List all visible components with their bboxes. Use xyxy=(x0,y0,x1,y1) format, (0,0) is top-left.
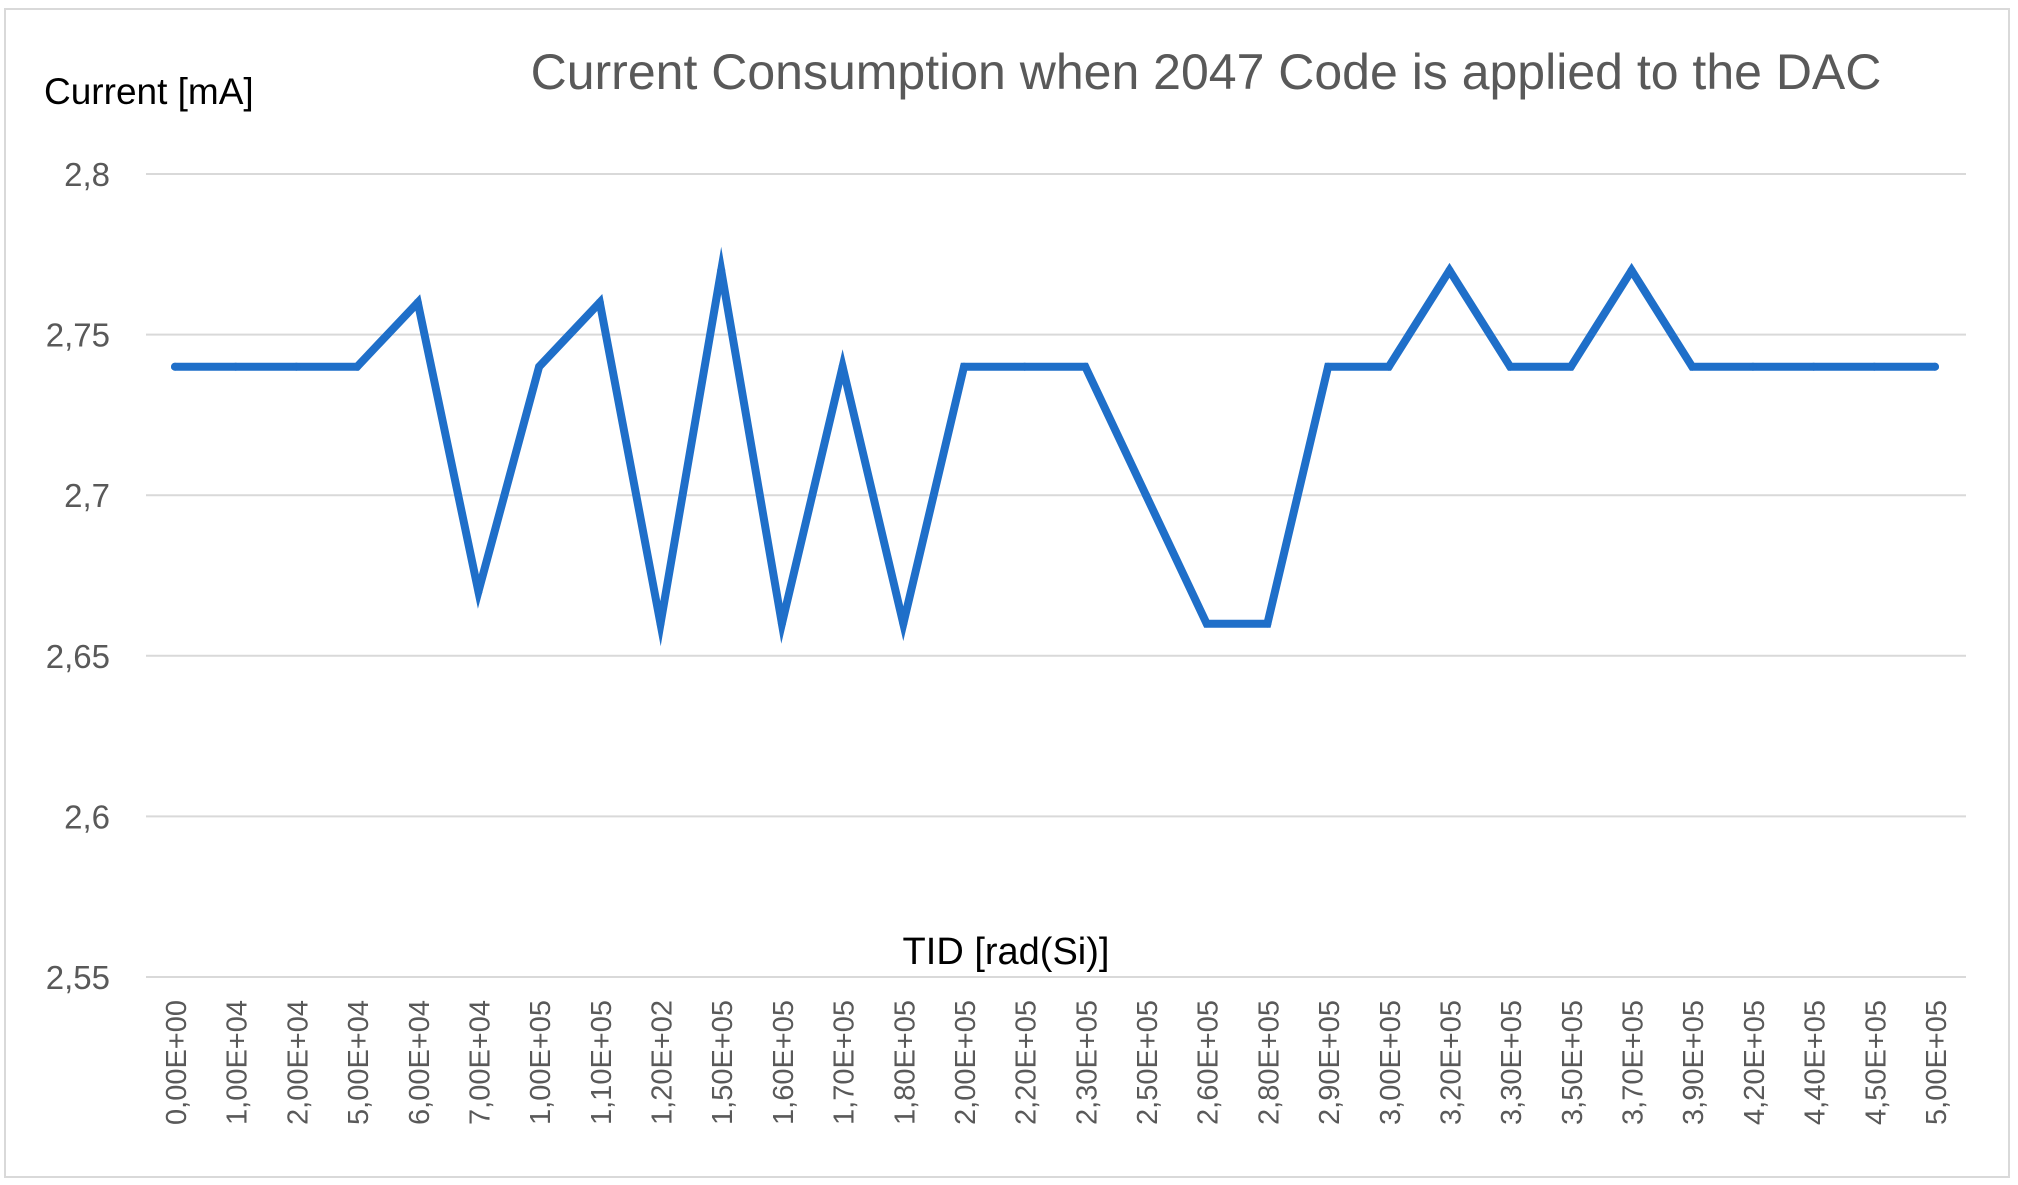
data-point xyxy=(231,362,240,371)
data-point xyxy=(535,362,544,371)
data-point xyxy=(1324,362,1333,371)
data-point xyxy=(1445,266,1454,275)
y-axis-tick-labels: 2,55 2,6 2,65 2,7 2,75 2,8 xyxy=(46,156,110,996)
x-tick-label: 4,20E+05 xyxy=(1739,1000,1771,1125)
data-point xyxy=(899,619,908,628)
line-chart: 2,55 2,6 2,65 2,7 2,75 2,8 0,00E+00 1,00E+04 2,… xyxy=(44,44,1966,1125)
x-tick-label: 4,50E+05 xyxy=(1860,1000,1892,1125)
data-point xyxy=(656,619,665,628)
data-point xyxy=(1263,619,1272,628)
data-point xyxy=(1931,362,1939,371)
data-point xyxy=(1566,362,1575,371)
data-point xyxy=(1020,362,1029,371)
x-tick-label: 1,60E+05 xyxy=(768,1000,800,1125)
x-tick-label: 1,80E+05 xyxy=(889,1000,921,1125)
data-point xyxy=(595,298,604,307)
y-tick-label: 2,75 xyxy=(46,317,110,354)
data-point xyxy=(171,362,179,371)
data-point xyxy=(1142,491,1151,500)
x-tick-label: 5,00E+05 xyxy=(1921,1000,1953,1125)
x-tick-label: 3,00E+05 xyxy=(1375,1000,1407,1125)
data-point xyxy=(353,362,362,371)
series-group xyxy=(171,246,1939,647)
x-tick-label: 7,00E+04 xyxy=(464,1000,496,1125)
data-point xyxy=(1748,362,1757,371)
x-tick-label: 3,30E+05 xyxy=(1496,1000,1528,1125)
x-tick-label: 2,60E+05 xyxy=(1193,1000,1225,1125)
data-point xyxy=(474,587,483,596)
x-tick-label: 1,00E+05 xyxy=(525,1000,557,1125)
data-point xyxy=(1870,362,1879,371)
x-tick-label: 1,00E+04 xyxy=(222,1000,254,1125)
x-tick-label: 1,70E+05 xyxy=(829,1000,861,1125)
data-point xyxy=(1384,362,1393,371)
data-point xyxy=(292,362,301,371)
x-tick-label: 3,70E+05 xyxy=(1618,1000,1650,1125)
y-tick-label: 2,8 xyxy=(64,156,110,193)
x-tick-label: 1,50E+05 xyxy=(707,1000,739,1125)
x-tick-label: 1,20E+02 xyxy=(647,1000,679,1125)
data-point xyxy=(1627,266,1636,275)
data-point xyxy=(717,266,726,275)
x-tick-label: 0,00E+00 xyxy=(161,1000,193,1125)
data-point xyxy=(1809,362,1818,371)
gridlines xyxy=(146,173,1966,978)
x-tick-label: 2,30E+05 xyxy=(1071,1000,1103,1125)
data-point xyxy=(1506,362,1515,371)
data-point xyxy=(1202,619,1211,628)
y-tick-label: 2,6 xyxy=(64,798,110,835)
x-tick-label: 2,90E+05 xyxy=(1314,1000,1346,1125)
data-point xyxy=(1688,362,1697,371)
x-tick-label: 2,20E+05 xyxy=(1011,1000,1043,1125)
x-tick-label: 6,00E+04 xyxy=(404,1000,436,1125)
y-tick-label: 2,7 xyxy=(64,477,110,514)
chart-frame: 2,55 2,6 2,65 2,7 2,75 2,8 0,00E+00 1,00E+04 2,… xyxy=(4,8,2010,1178)
x-tick-label: 2,00E+04 xyxy=(282,1000,314,1125)
x-tick-label: 1,10E+05 xyxy=(586,1000,618,1125)
x-axis-tick-labels: 0,00E+00 1,00E+04 2,00E+04 5,00E+04 6,00E+04… xyxy=(161,1000,1953,1125)
chart-title: Current Consumption when 2047 Code is ap… xyxy=(531,44,1882,100)
x-tick-label: 3,90E+05 xyxy=(1678,1000,1710,1125)
x-tick-label: 2,80E+05 xyxy=(1253,1000,1285,1125)
data-point xyxy=(1081,362,1090,371)
x-tick-label: 4,40E+05 xyxy=(1800,1000,1832,1125)
series-line xyxy=(171,246,1939,647)
data-point xyxy=(413,298,422,307)
y-tick-label: 2,65 xyxy=(46,638,110,675)
x-tick-label: 5,00E+04 xyxy=(343,1000,375,1125)
y-axis-label: Current [mA] xyxy=(44,71,254,112)
data-point xyxy=(838,362,847,371)
x-axis-label: TID [rad(Si)] xyxy=(903,931,1110,973)
x-tick-label: 2,00E+05 xyxy=(950,1000,982,1125)
y-tick-label: 2,55 xyxy=(46,959,110,996)
x-tick-label: 3,50E+05 xyxy=(1557,1000,1589,1125)
data-point xyxy=(959,362,968,371)
data-point xyxy=(777,619,786,628)
x-tick-label: 3,20E+05 xyxy=(1435,1000,1467,1125)
x-tick-label: 2,50E+05 xyxy=(1132,1000,1164,1125)
